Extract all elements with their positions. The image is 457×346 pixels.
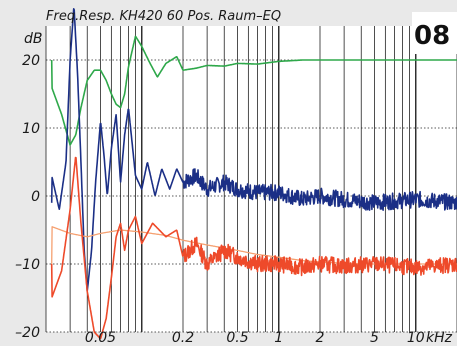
x-axis-unit: kHz — [426, 330, 453, 346]
badge-box — [412, 12, 457, 54]
x-tick-label: 1 — [274, 330, 283, 346]
y-tick-label: –20 — [15, 325, 40, 341]
chart-title: Freq.Resp. KH420 60 Pos. Raum–EQ — [46, 9, 281, 24]
x-tick-label: 0.05 — [85, 330, 116, 346]
x-tick-label: 5 — [370, 330, 379, 346]
x-tick-labels: 0.05 0.2 0.5 1 2 5 10 — [85, 330, 425, 346]
y-tick-label: 0 — [31, 189, 40, 205]
series-layer — [50, 8, 457, 340]
y-axis-label: dB — [24, 31, 43, 47]
badge-number: 08 — [414, 21, 450, 51]
x-tick-label: 10 — [407, 330, 425, 346]
y-tick-label: –10 — [15, 257, 40, 273]
x-tick-label: 0.2 — [172, 330, 194, 346]
x-tick-label: 0.5 — [226, 330, 248, 346]
series-line-blue — [50, 8, 457, 292]
vertical-grid — [45, 26, 457, 332]
series-line-red — [50, 156, 457, 340]
x-tick-label: 2 — [316, 330, 325, 346]
series-line-green — [50, 35, 457, 146]
y-tick-labels: 20 10 0 –10 –20 — [15, 53, 40, 341]
plot-background — [46, 26, 457, 332]
y-tick-label: 20 — [22, 53, 40, 69]
y-tick-label: 10 — [22, 121, 40, 137]
